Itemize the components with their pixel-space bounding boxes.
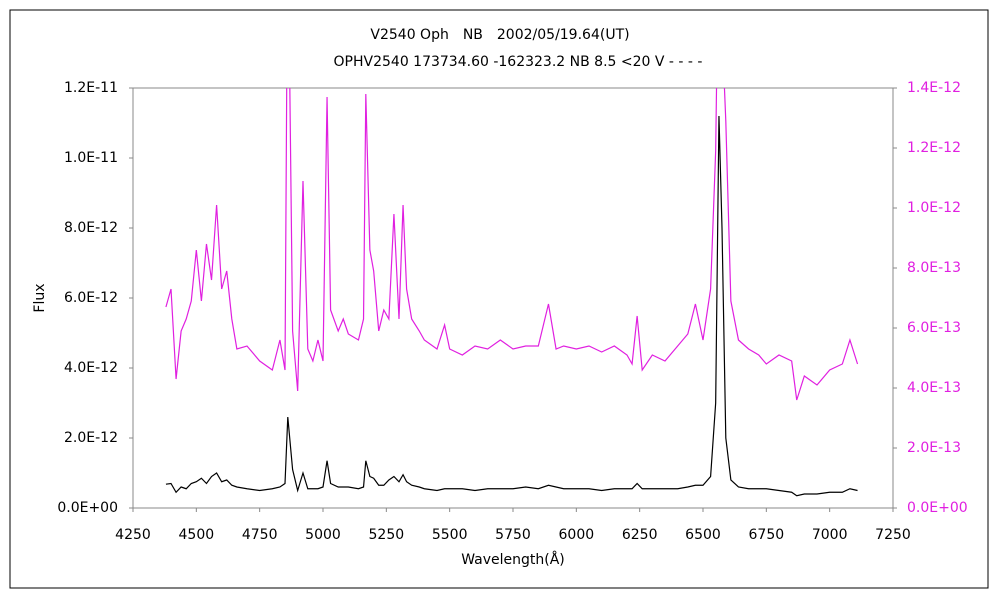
chart-border [9,9,989,589]
x-tick-label: 5500 [432,527,468,543]
x-tick-label: 6750 [749,527,785,543]
y2-tick-label: 8.0E-13 [907,260,961,276]
y-tick-label: 2.0E-12 [64,430,118,446]
x-tick-label: 5000 [305,527,341,543]
y2-tick-label: 1.4E-12 [907,80,961,96]
x-tick-label: 6500 [685,527,721,543]
x-tick-label: 4750 [242,527,278,543]
y-axis-label: Flux [32,283,48,312]
y-tick-label: 4.0E-12 [64,360,118,376]
plot-lines [165,88,859,497]
x-tick-label: 7250 [875,527,911,543]
x-tick-label: 6250 [622,527,658,543]
chart-title: V2540 Oph NB 2002/05/19.64(UT) [370,27,629,43]
x-tick-label: 4250 [115,527,151,543]
chart-subtitle: OPHV2540 173734.60 -162323.2 NB 8.5 <20 … [334,54,703,70]
series-line [165,88,859,401]
y-tick-label: 8.0E-12 [64,220,118,236]
x-tick-label: 7000 [812,527,848,543]
x-axis-label: Wavelength(Å) [461,551,565,568]
x-tick-label: 5750 [495,527,531,543]
y2-tick-label: 1.0E-12 [907,200,961,216]
y-tick-label: 0.0E+00 [57,500,118,516]
y2-tick-label: 2.0E-13 [907,440,961,456]
y-tick-label: 1.2E-11 [64,80,118,96]
y-tick-label: 6.0E-12 [64,290,118,306]
y2-tick-label: 1.2E-12 [907,140,961,156]
x-tick-label: 4500 [179,527,215,543]
y2-tick-label: 0.0E+00 [907,500,968,516]
x-tick-label: 5250 [369,527,405,543]
x-tick-label: 6000 [559,527,595,543]
y2-tick-label: 6.0E-13 [907,320,961,336]
series-line [165,115,858,497]
plot-area [132,87,894,509]
y2-tick-label: 4.0E-13 [907,380,961,396]
y-tick-label: 1.0E-11 [64,150,118,166]
